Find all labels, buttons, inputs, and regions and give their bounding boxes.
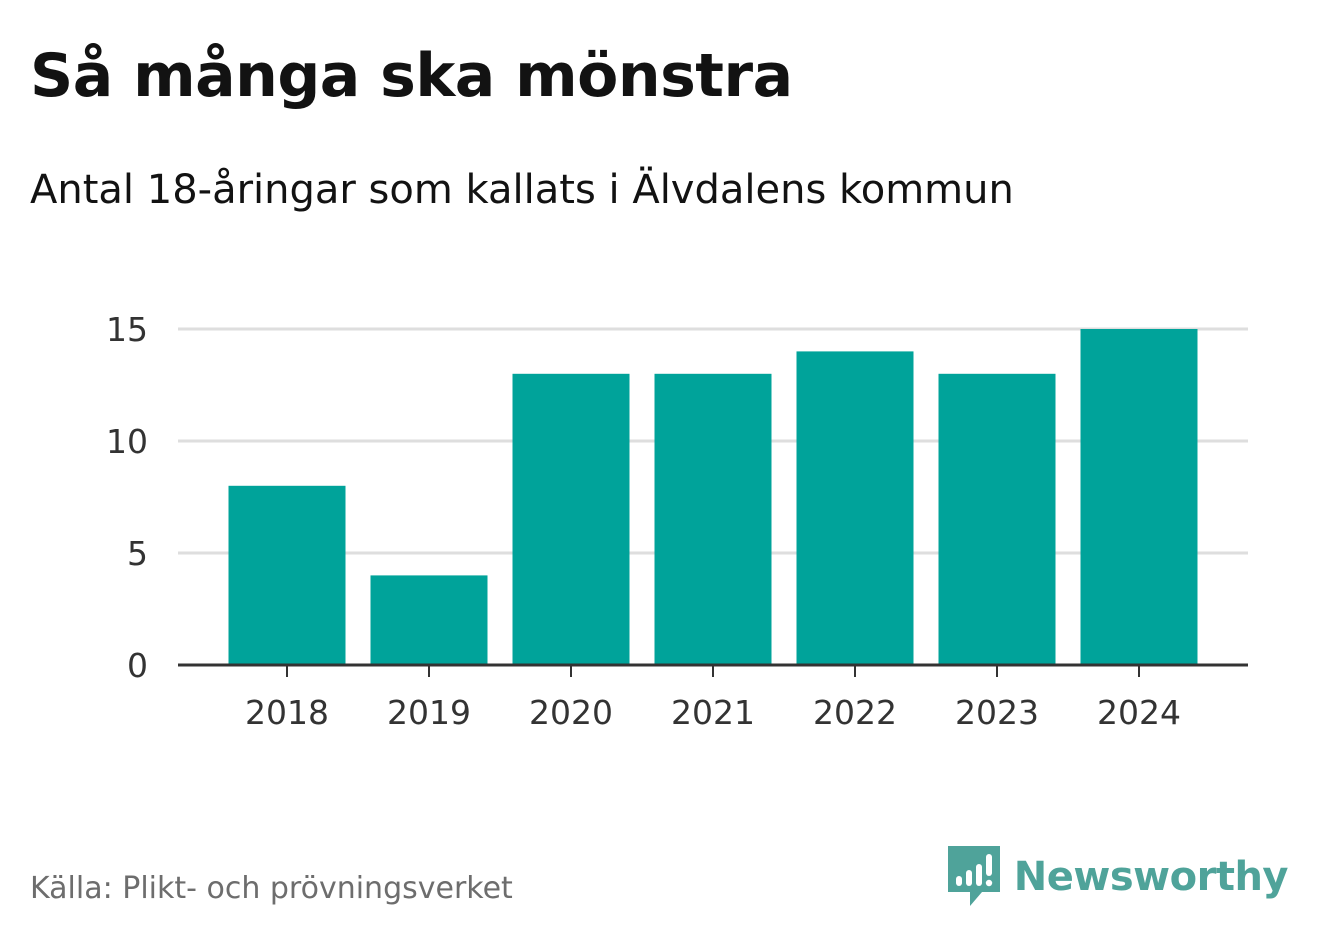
x-tick-label: 2020: [529, 693, 613, 732]
chart-subtitle: Antal 18-åringar som kallats i Älvdalens…: [30, 167, 1014, 213]
bar-2019: [370, 575, 488, 665]
x-tick-label: 2023: [955, 693, 1039, 732]
bar-2020: [512, 373, 630, 665]
brand-logo: Newsworthy: [947, 846, 1289, 908]
tick-labels: 0 5 10 15 2018 2019 2020 2021 2022 2023 2024: [106, 310, 1181, 732]
source-note: Källa: Plikt- och prövningsverket: [30, 871, 513, 906]
x-tick-label: 2018: [245, 693, 329, 732]
bar-2024: [1080, 329, 1198, 665]
newsworthy-logo-icon: [947, 846, 1000, 906]
bar-2022: [796, 351, 914, 665]
x-tick-label: 2022: [813, 693, 897, 732]
x-tick-label: 2019: [387, 693, 471, 732]
x-tick-label: 2024: [1097, 693, 1181, 732]
y-tick-label: 0: [127, 646, 148, 685]
bar-2023: [938, 373, 1056, 665]
bars: [228, 329, 1198, 665]
y-tick-label: 10: [106, 422, 148, 461]
y-tick-label: 5: [127, 534, 148, 573]
bar-chart: 0 5 10 15 2018 2019 2020 2021 2022 2023 2024: [106, 310, 1248, 732]
axes: [178, 663, 1248, 677]
y-tick-label: 15: [106, 310, 148, 349]
bar-2021: [654, 373, 772, 665]
brand-name: Newsworthy: [1013, 854, 1289, 900]
x-tick-label: 2021: [671, 693, 755, 732]
bar-2018: [228, 485, 346, 665]
chart-title: Så många ska mönstra: [30, 41, 793, 111]
